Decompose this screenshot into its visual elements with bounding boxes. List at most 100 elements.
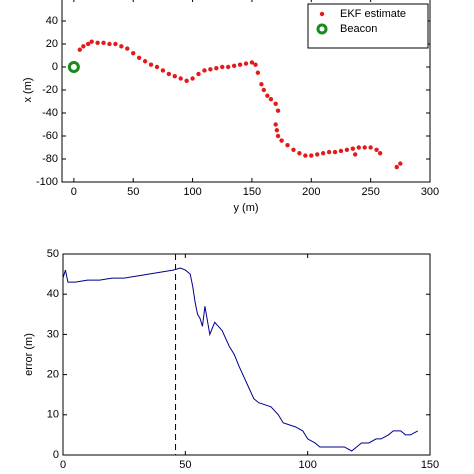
chart-panel: 0 50 100 150 0 10 20 30 40 50 error (m) bbox=[23, 248, 439, 471]
y-tick-label: 0 bbox=[53, 449, 59, 461]
estimate-point bbox=[377, 151, 383, 156]
estimate-point bbox=[89, 39, 94, 44]
estimate-point bbox=[350, 146, 356, 151]
y-tick-label: -40 bbox=[42, 107, 58, 119]
y-tick-label: 0 bbox=[52, 61, 58, 73]
estimate-point bbox=[220, 64, 225, 70]
estimate-point bbox=[275, 108, 281, 113]
estimate-point bbox=[303, 153, 308, 158]
y-tick-label: -80 bbox=[42, 153, 58, 165]
estimate-point bbox=[202, 68, 207, 73]
y-axis-label: error (m) bbox=[23, 333, 35, 376]
estimate-point bbox=[353, 152, 358, 157]
estimate-point bbox=[107, 41, 112, 47]
x-axis-label: y (m) bbox=[233, 202, 258, 214]
legend-symbol bbox=[316, 23, 328, 35]
estimate-point bbox=[81, 44, 86, 49]
estimate-point bbox=[148, 62, 154, 67]
estimate-point bbox=[214, 65, 219, 71]
y-tick-label: 10 bbox=[47, 409, 59, 421]
estimate-point bbox=[208, 67, 213, 72]
y-tick-label: 40 bbox=[46, 15, 58, 27]
estimate-point bbox=[119, 44, 124, 49]
y-tick-label: 50 bbox=[47, 248, 59, 260]
estimate-point bbox=[225, 64, 231, 70]
estimate-point bbox=[255, 70, 261, 75]
estimate-point bbox=[374, 147, 379, 152]
estimate-point bbox=[368, 145, 373, 150]
x-tick-label: 50 bbox=[179, 459, 191, 471]
beacon-marker bbox=[67, 61, 80, 73]
x-tick-label: 200 bbox=[302, 186, 320, 198]
y-tick-label: 30 bbox=[47, 328, 59, 340]
estimate-point bbox=[85, 41, 91, 47]
x-tick-label: 150 bbox=[421, 459, 439, 471]
estimate-point bbox=[291, 147, 296, 152]
estimate-point bbox=[190, 76, 195, 81]
estimate-point bbox=[166, 71, 172, 77]
estimate-point bbox=[394, 164, 399, 170]
y-tick-label: 20 bbox=[46, 38, 58, 50]
estimate-point bbox=[398, 161, 403, 166]
estimate-point bbox=[338, 148, 344, 154]
plot-area bbox=[62, 253, 431, 456]
estimate-point bbox=[320, 151, 326, 156]
estimate-point bbox=[95, 40, 100, 46]
chart-panel: 0 50 100 150 200 250 300 -100 -80 -60 -40 -20 0 20 40 y… bbox=[22, 0, 439, 214]
y-tick-label: 20 bbox=[47, 369, 59, 381]
estimate-point bbox=[125, 46, 130, 51]
estimate-point bbox=[279, 138, 284, 143]
estimate-point bbox=[259, 82, 264, 87]
error-line bbox=[62, 267, 419, 452]
legend-label: EKF estimate bbox=[340, 8, 406, 20]
estimate-point bbox=[268, 97, 274, 102]
estimate-point bbox=[196, 71, 201, 77]
estimate-point bbox=[113, 41, 118, 47]
estimate-point bbox=[261, 87, 267, 93]
x-tick-label: 0 bbox=[60, 459, 66, 471]
estimate-point bbox=[315, 152, 320, 157]
estimate-point bbox=[243, 61, 249, 66]
x-tick-label: 250 bbox=[361, 186, 379, 198]
legend-symbol bbox=[319, 11, 325, 17]
x-tick-label: 50 bbox=[127, 186, 139, 198]
x-tick-label: 0 bbox=[71, 186, 77, 198]
estimate-point bbox=[172, 74, 177, 79]
estimate-point bbox=[344, 147, 350, 152]
estimate-point bbox=[101, 40, 106, 46]
y-tick-label: -60 bbox=[42, 130, 58, 142]
y-tick-label: -20 bbox=[42, 84, 58, 96]
estimate-point bbox=[237, 62, 243, 67]
estimate-point bbox=[297, 151, 302, 156]
estimate-point bbox=[136, 55, 142, 60]
estimate-point bbox=[362, 145, 367, 150]
y-tick-label: -100 bbox=[36, 176, 58, 188]
legend-label: Beacon bbox=[340, 23, 377, 35]
estimate-point bbox=[178, 76, 183, 81]
x-tick-label: 100 bbox=[298, 459, 316, 471]
estimate-point bbox=[273, 101, 278, 107]
estimate-point bbox=[249, 60, 255, 65]
estimate-point bbox=[274, 128, 280, 133]
estimate-point bbox=[160, 68, 166, 73]
x-tick-label: 300 bbox=[421, 186, 439, 198]
estimate-point bbox=[356, 145, 361, 150]
y-tick-label: 40 bbox=[47, 288, 59, 300]
estimate-point bbox=[131, 51, 136, 56]
legend: EKF estimate Beacon bbox=[307, 3, 429, 49]
legend-box bbox=[307, 3, 429, 49]
estimate-point bbox=[154, 64, 160, 70]
estimate-point bbox=[184, 78, 189, 84]
estimate-point bbox=[273, 122, 278, 127]
x-tick-label: 100 bbox=[183, 186, 201, 198]
estimate-point bbox=[253, 62, 258, 67]
estimate-point bbox=[275, 133, 281, 139]
estimate-point bbox=[77, 47, 83, 52]
y-axis-label: x (m) bbox=[22, 77, 34, 102]
estimate-point bbox=[265, 93, 270, 98]
estimate-point bbox=[309, 153, 314, 158]
estimate-point bbox=[332, 149, 338, 155]
estimate-point bbox=[142, 59, 148, 64]
estimate-point bbox=[285, 143, 290, 148]
